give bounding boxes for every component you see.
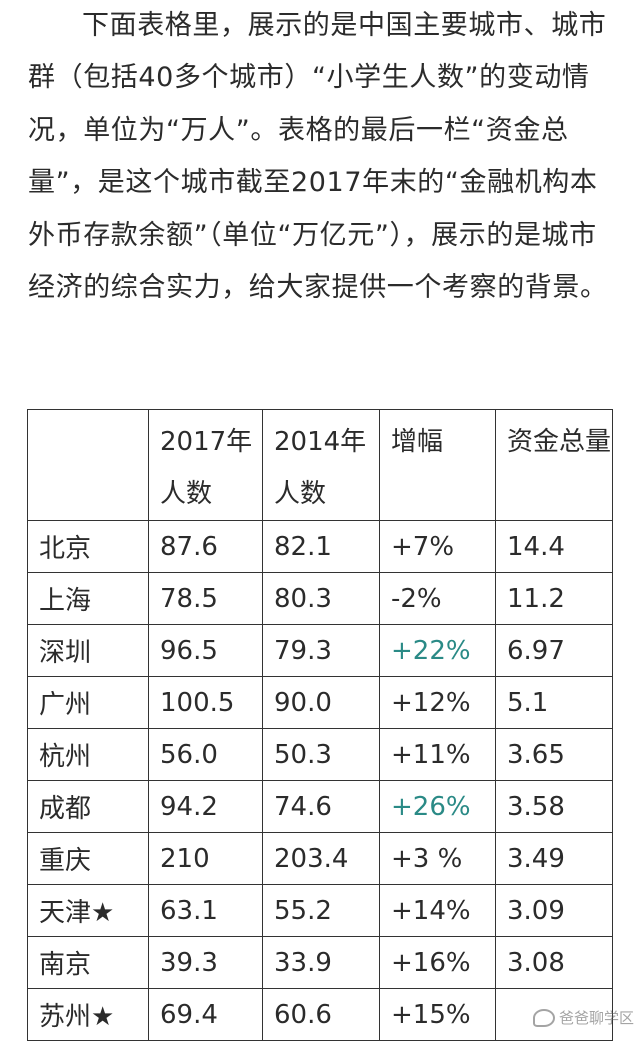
cell-2017: 94.2 [148,780,263,833]
cell-funds: 11.2 [495,572,613,625]
cell-funds: 3.49 [495,832,613,885]
cell-2017: 78.5 [148,572,263,625]
table-row: 上海 78.5 80.3 -2% 11.2 [27,572,613,625]
cell-2014: 74.6 [262,780,380,833]
table-row: 广州 100.5 90.0 +12% 5.1 [27,676,613,729]
cell-growth: +3 % [379,832,496,885]
intro-text: 下面表格里，展示的是中国主要城市、城市群（包括40多个城市）“小学生人数”的变动… [28,10,608,304]
cell-funds: 3.08 [495,936,613,989]
cell-2017: 69.4 [148,988,263,1041]
cell-growth: +16% [379,936,496,989]
cell-2014: 203.4 [262,832,380,885]
table-row: 杭州 56.0 50.3 +11% 3.65 [27,728,613,781]
cell-growth: +11% [379,728,496,781]
cell-funds: 3.58 [495,780,613,833]
cell-2014: 90.0 [262,676,380,729]
cell-growth: +15% [379,988,496,1041]
cell-growth: -2% [379,572,496,625]
cell-funds: 6.97 [495,624,613,677]
cell-city: 深圳 [27,624,149,677]
header-2017: 2017年人数 [148,409,263,521]
table-row: 北京 87.6 82.1 +7% 14.4 [27,520,613,573]
cell-city: 广州 [27,676,149,729]
cell-2014: 79.3 [262,624,380,677]
intro-paragraph: 下面表格里，展示的是中国主要城市、城市群（包括40多个城市）“小学生人数”的变动… [28,0,618,314]
cell-growth-highlighted: +22% [379,624,496,677]
cell-2017: 87.6 [148,520,263,573]
table-row: 深圳 96.5 79.3 +22% 6.97 [27,624,613,677]
cell-growth-highlighted: +26% [379,780,496,833]
cell-2014: 33.9 [262,936,380,989]
cell-city: 杭州 [27,728,149,781]
header-city [27,409,149,521]
cell-funds: 5.1 [495,676,613,729]
cell-2017: 100.5 [148,676,263,729]
table-row: 天津★ 63.1 55.2 +14% 3.09 [27,884,613,937]
table-row: 南京 39.3 33.9 +16% 3.08 [27,936,613,989]
cell-2014: 82.1 [262,520,380,573]
table-row: 重庆 210 203.4 +3 % 3.49 [27,832,613,885]
cell-2017: 96.5 [148,624,263,677]
table-row: 成都 94.2 74.6 +26% 3.58 [27,780,613,833]
cell-2017: 56.0 [148,728,263,781]
cell-city: 重庆 [27,832,149,885]
cell-2017: 39.3 [148,936,263,989]
cell-growth: +7% [379,520,496,573]
table-row: 苏州★ 69.4 60.6 +15% [27,988,613,1041]
header-2014: 2014年人数 [262,409,380,521]
cell-funds: 3.65 [495,728,613,781]
cell-2017: 63.1 [148,884,263,937]
cell-city: 北京 [27,520,149,573]
cell-2014: 80.3 [262,572,380,625]
cell-city: 上海 [27,572,149,625]
cell-city: 天津★ [27,884,149,937]
cell-2014: 55.2 [262,884,380,937]
cell-city: 南京 [27,936,149,989]
watermark-text: 爸爸聊学区 [558,1009,634,1027]
student-count-table: 2017年人数 2014年人数 增幅 资金总量 北京 87.6 82.1 +7%… [27,409,613,1041]
chat-bubble-icon [532,1008,555,1027]
source-watermark: 爸爸聊学区 [532,1007,634,1028]
cell-2014: 60.6 [262,988,380,1041]
cell-city: 成都 [27,780,149,833]
cell-growth: +12% [379,676,496,729]
cell-city: 苏州★ [27,988,149,1041]
cell-growth: +14% [379,884,496,937]
header-growth: 增幅 [379,409,496,521]
table-header-row: 2017年人数 2014年人数 增幅 资金总量 [27,409,613,521]
cell-2017: 210 [148,832,263,885]
cell-2014: 50.3 [262,728,380,781]
header-funds: 资金总量 [495,409,613,521]
cell-funds: 3.09 [495,884,613,937]
cell-funds: 14.4 [495,520,613,573]
